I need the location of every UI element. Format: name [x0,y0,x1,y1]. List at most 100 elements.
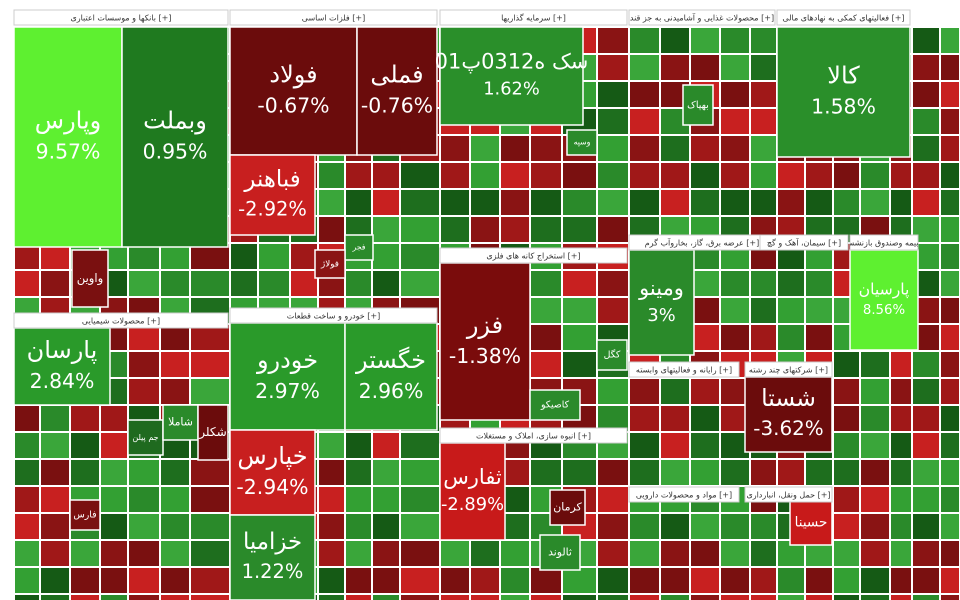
filler-tile [161,352,189,377]
filler-tile [861,487,889,512]
filler-tile [630,595,659,600]
filler-tile [751,271,776,296]
filler-tile [861,595,889,600]
filler-tile [346,487,371,512]
filler-tile [806,325,832,350]
tile-name: ثفارس [443,465,502,489]
filler-tile [861,460,889,485]
filler-tile [806,190,832,215]
filler-tile [346,541,371,566]
filler-tile [563,325,596,350]
tile [439,262,531,421]
filler-tile [941,190,959,215]
filler-tile [834,514,859,539]
filler-tile [661,163,689,188]
tile-value: 2.84% [30,369,95,393]
filler-tile [691,163,719,188]
filler-tile [630,109,659,134]
filler-tile [191,379,229,404]
tile [849,249,919,351]
tile-value: 1.22% [242,560,304,583]
filler-tile [778,325,804,350]
filler-tile [861,163,889,188]
filler-tile [373,595,399,600]
filler-tile [630,190,659,215]
filler-tile [691,541,719,566]
sector-header [849,234,919,251]
filler-tile [891,541,911,566]
tile-name: شاملا [168,416,193,429]
filler-tile [721,595,749,600]
filler-tile [691,595,719,600]
filler-tile [471,541,499,566]
tile-value: 3% [647,305,675,326]
filler-tile [161,541,189,566]
filler-tile [598,217,628,242]
filler-tile [891,352,911,377]
tile-value: -3.62% [753,417,823,440]
filler-tile [401,217,439,242]
filler-tile [441,163,469,188]
sector-header [628,486,740,503]
sector-title: استخراج کانه های فلزی [+] [486,252,580,261]
sector-header [439,247,628,264]
filler-tile [913,487,939,512]
filler-tile [721,28,749,53]
filler-tile [941,406,959,431]
filler-tile [778,460,804,485]
filler-tile [778,568,804,593]
filler-tile [913,406,939,431]
tile [344,322,438,431]
filler-tile [319,541,344,566]
tile-name: شکلر [198,425,226,440]
filler-tile [191,460,229,485]
filler-tile [319,487,344,512]
sector-title: محصولات شیمیایی [+] [82,317,160,326]
filler-tile [471,136,499,161]
filler-tile [373,217,399,242]
filler-tile [441,136,469,161]
filler-tile [191,271,229,296]
filler-tile [778,271,804,296]
filler-tile [101,541,127,566]
tile [439,442,506,541]
tile-name: پارسان [27,336,98,364]
tile [529,389,581,421]
filler-tile [941,352,959,377]
filler-tile [373,460,399,485]
filler-tile [691,298,719,323]
filler-tile [129,379,159,404]
tile-name: واوین [77,271,104,286]
tile [344,234,374,261]
filler-tile [15,514,39,539]
filler-tile [941,109,959,134]
filler-tile [834,379,859,404]
tile-name: ومینو [638,276,684,300]
filler-tile [41,595,69,600]
filler-tile [691,514,719,539]
filler-tile [346,595,371,600]
tile-value: 8.56% [863,303,905,318]
filler-tile [598,28,628,53]
filler-tile [891,163,911,188]
filler-tile [913,190,939,215]
tile-name: فولاژ [320,260,339,270]
filler-tile [191,595,229,600]
filler-tile [41,514,69,539]
filler-tile [346,190,371,215]
filler-tile [501,190,529,215]
tile-name: سک ه0312پ01 [435,49,589,73]
filler-tile [691,568,719,593]
filler-tile [598,379,628,404]
filler-tile [563,352,596,377]
sector-header [439,427,628,444]
sector-header [628,9,776,26]
tile-value: 0.95% [143,140,208,164]
filler-tile [941,271,959,296]
filler-tile [531,352,561,377]
filler-tile [861,406,889,431]
filler-tile [721,271,749,296]
filler-tile [721,568,749,593]
filler-tile [861,190,889,215]
filler-tile [941,82,959,107]
